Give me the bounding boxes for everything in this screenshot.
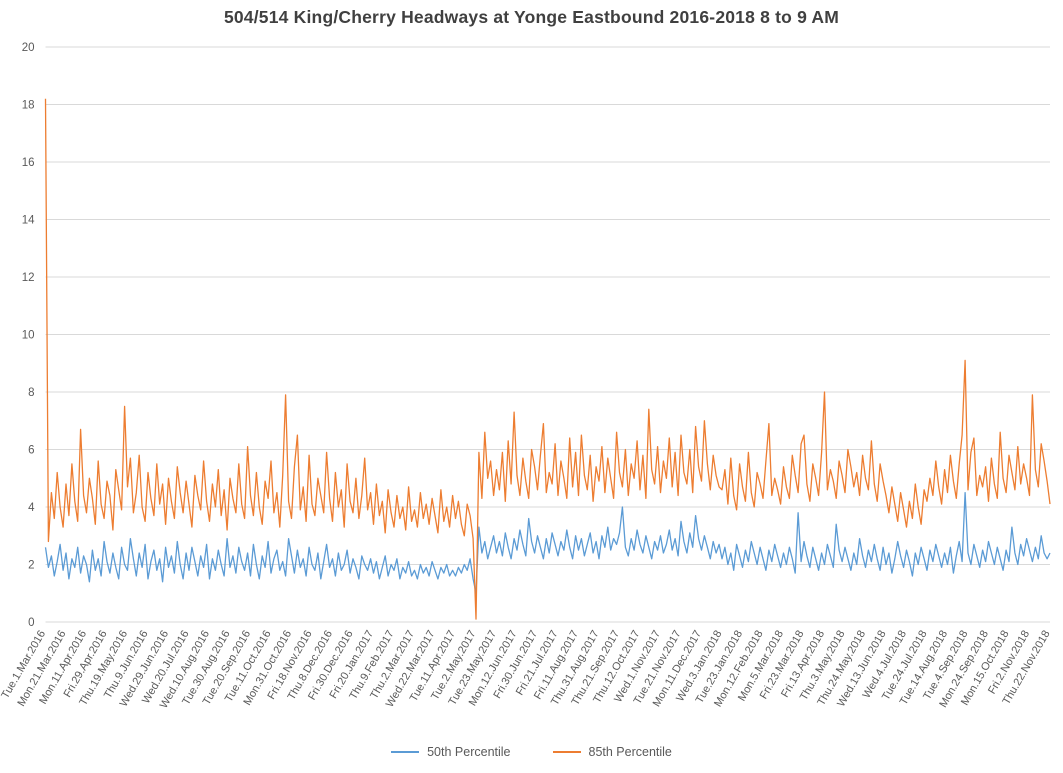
y-axis-tick-label: 6 xyxy=(28,445,34,457)
y-axis-tick-label: 18 xyxy=(22,100,35,112)
y-axis-tick-label: 2 xyxy=(28,560,34,572)
legend: 50th Percentile 85th Percentile xyxy=(0,745,1063,759)
y-axis-tick-label: 4 xyxy=(28,502,35,514)
legend-item-85th-percentile: 85th Percentile xyxy=(552,745,672,759)
legend-label-50th: 50th Percentile xyxy=(427,745,511,759)
series-line-85th-percentile xyxy=(44,98,1051,620)
legend-item-50th-percentile: 50th Percentile xyxy=(391,745,511,759)
y-axis-tick-label: 8 xyxy=(28,387,34,399)
y-axis-tick-label: 14 xyxy=(22,215,35,227)
y-axis-tick-label: 0 xyxy=(28,617,34,629)
chart-title: 504/514 King/Cherry Headways at Yonge Ea… xyxy=(223,7,840,27)
legend-line-swatch-85th xyxy=(552,751,581,753)
y-axis-tick-label: 12 xyxy=(22,272,35,284)
series-line-50th-percentile xyxy=(44,491,1051,594)
y-axis-tick-label: 20 xyxy=(22,42,35,54)
y-axis-tick-label: 10 xyxy=(22,330,35,342)
legend-line-swatch-50th xyxy=(391,751,420,753)
y-axis-tick-label: 16 xyxy=(22,157,35,169)
legend-label-85th: 85th Percentile xyxy=(588,745,672,759)
